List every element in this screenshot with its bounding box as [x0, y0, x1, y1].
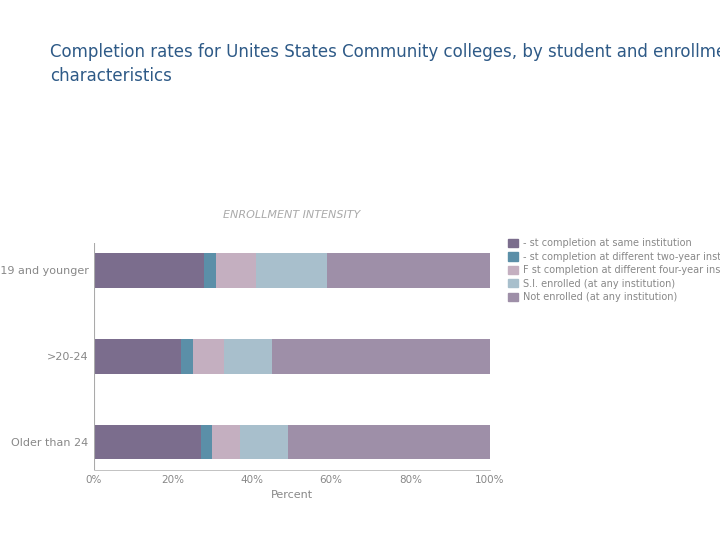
- Bar: [181, 339, 193, 374]
- Bar: [94, 339, 181, 374]
- Bar: [327, 253, 490, 288]
- Bar: [256, 253, 327, 288]
- Bar: [240, 425, 288, 460]
- Bar: [288, 425, 490, 460]
- Bar: [94, 425, 200, 460]
- Bar: [272, 339, 490, 374]
- Bar: [225, 339, 272, 374]
- Bar: [94, 253, 204, 288]
- Bar: [204, 253, 217, 288]
- Bar: [193, 339, 225, 374]
- Bar: [212, 425, 240, 460]
- Text: Completion rates for Unites States Community colleges, by student and enrollment: Completion rates for Unites States Commu…: [50, 43, 720, 85]
- Bar: [200, 425, 212, 460]
- Legend: - st completion at same institution, - st completion at different two-year insti: - st completion at same institution, - s…: [506, 237, 720, 304]
- Bar: [217, 253, 256, 288]
- X-axis label: Percent: Percent: [271, 490, 312, 500]
- Text: ENROLLMENT INTENSITY: ENROLLMENT INTENSITY: [223, 210, 360, 220]
